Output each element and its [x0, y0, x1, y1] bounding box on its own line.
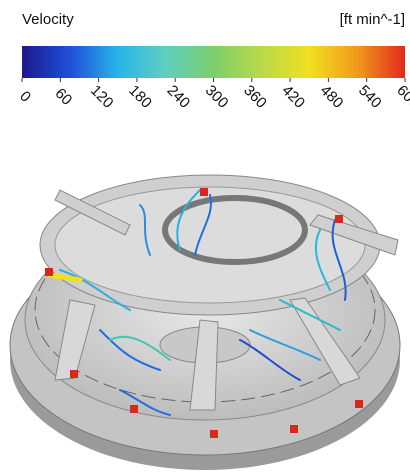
tick-label: 120	[87, 82, 117, 112]
tick-label: 180	[125, 82, 155, 112]
colorbar-unit: [ft min^-1]	[340, 11, 405, 28]
tick-label: 420	[278, 82, 308, 112]
tick-label: 480	[317, 82, 347, 112]
tick-label: 240	[164, 82, 194, 112]
colorbar	[22, 46, 405, 78]
tick-label: 60	[52, 85, 76, 109]
tick-label: 600	[393, 82, 410, 112]
tick-label: 0	[16, 88, 34, 106]
tick-label: 300	[202, 82, 232, 112]
page: Velocity [ft min^-1]	[0, 0, 410, 476]
colorbar-title: Velocity	[22, 11, 74, 28]
tick-label: 540	[355, 82, 385, 112]
tick-label: 360	[240, 82, 270, 112]
turbine-render	[10, 175, 400, 470]
